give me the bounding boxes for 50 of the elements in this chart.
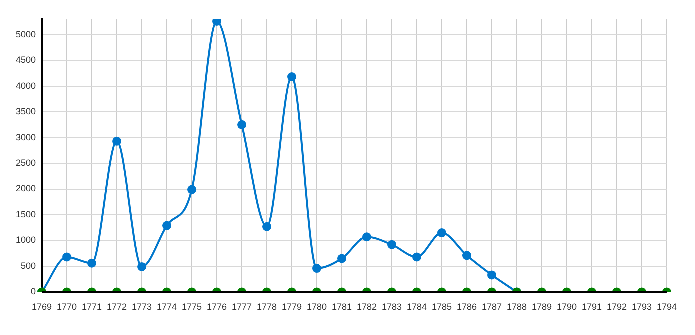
x-tick-label: 1771 (82, 302, 102, 312)
y-tick-label: 3500 (16, 106, 36, 117)
y-tick-label: 0 (31, 286, 36, 297)
x-tick-label: 1776 (206, 302, 228, 312)
point (138, 262, 147, 272)
x-tick-label: 1773 (132, 302, 152, 312)
x-tick-label: 1792 (606, 302, 628, 312)
x-tick-label: 1770 (57, 302, 78, 312)
x-tick-label: 1781 (332, 302, 352, 312)
x-tick-label: 1775 (182, 302, 202, 312)
point (162, 221, 172, 230)
x-tick-label: 1783 (382, 302, 402, 312)
x-tick-label: 1769 (32, 302, 52, 312)
point (262, 222, 272, 232)
y-tick-label: 2000 (16, 184, 36, 194)
point (362, 232, 372, 242)
x-tick-label: 1780 (306, 302, 328, 312)
x-tick-label: 1772 (107, 302, 128, 312)
x-tick-label: 1789 (532, 302, 552, 312)
x-tick-label: 1788 (506, 302, 528, 312)
point (238, 120, 247, 130)
x-tick-label: 1787 (482, 302, 502, 312)
x-tick-label: 1786 (456, 302, 478, 312)
point (188, 185, 197, 194)
x-tick-label: 1779 (282, 302, 302, 312)
point (288, 72, 297, 82)
point (112, 136, 122, 146)
point (388, 240, 397, 250)
y-tick-label: 1000 (16, 235, 36, 246)
y-tick-label: 500 (20, 260, 36, 271)
x-tick-label: 1791 (582, 302, 602, 312)
x-tick-label: 1782 (356, 302, 378, 312)
y-tick-label: 1500 (16, 209, 36, 220)
y-tick-label: 4500 (16, 55, 36, 66)
point (438, 228, 446, 238)
x-tick-label: 1793 (632, 302, 652, 312)
y-tick-label: 3000 (16, 132, 36, 142)
x-tick-label: 1774 (157, 302, 178, 312)
y-tick-label: 2500 (16, 158, 36, 168)
y-tick-label: 5000 (16, 29, 36, 40)
point (88, 258, 97, 268)
point (212, 19, 222, 26)
x-tick-label: 1777 (232, 302, 252, 312)
point (338, 254, 347, 264)
x-tick-label: 1794 (656, 302, 678, 312)
x-tick-label: 1784 (406, 302, 428, 312)
x-tick-label: 1785 (432, 302, 452, 312)
x-tick-label: 1790 (556, 302, 578, 312)
x-tick-label: 1778 (256, 302, 278, 312)
y-tick-label: 4000 (16, 80, 36, 91)
